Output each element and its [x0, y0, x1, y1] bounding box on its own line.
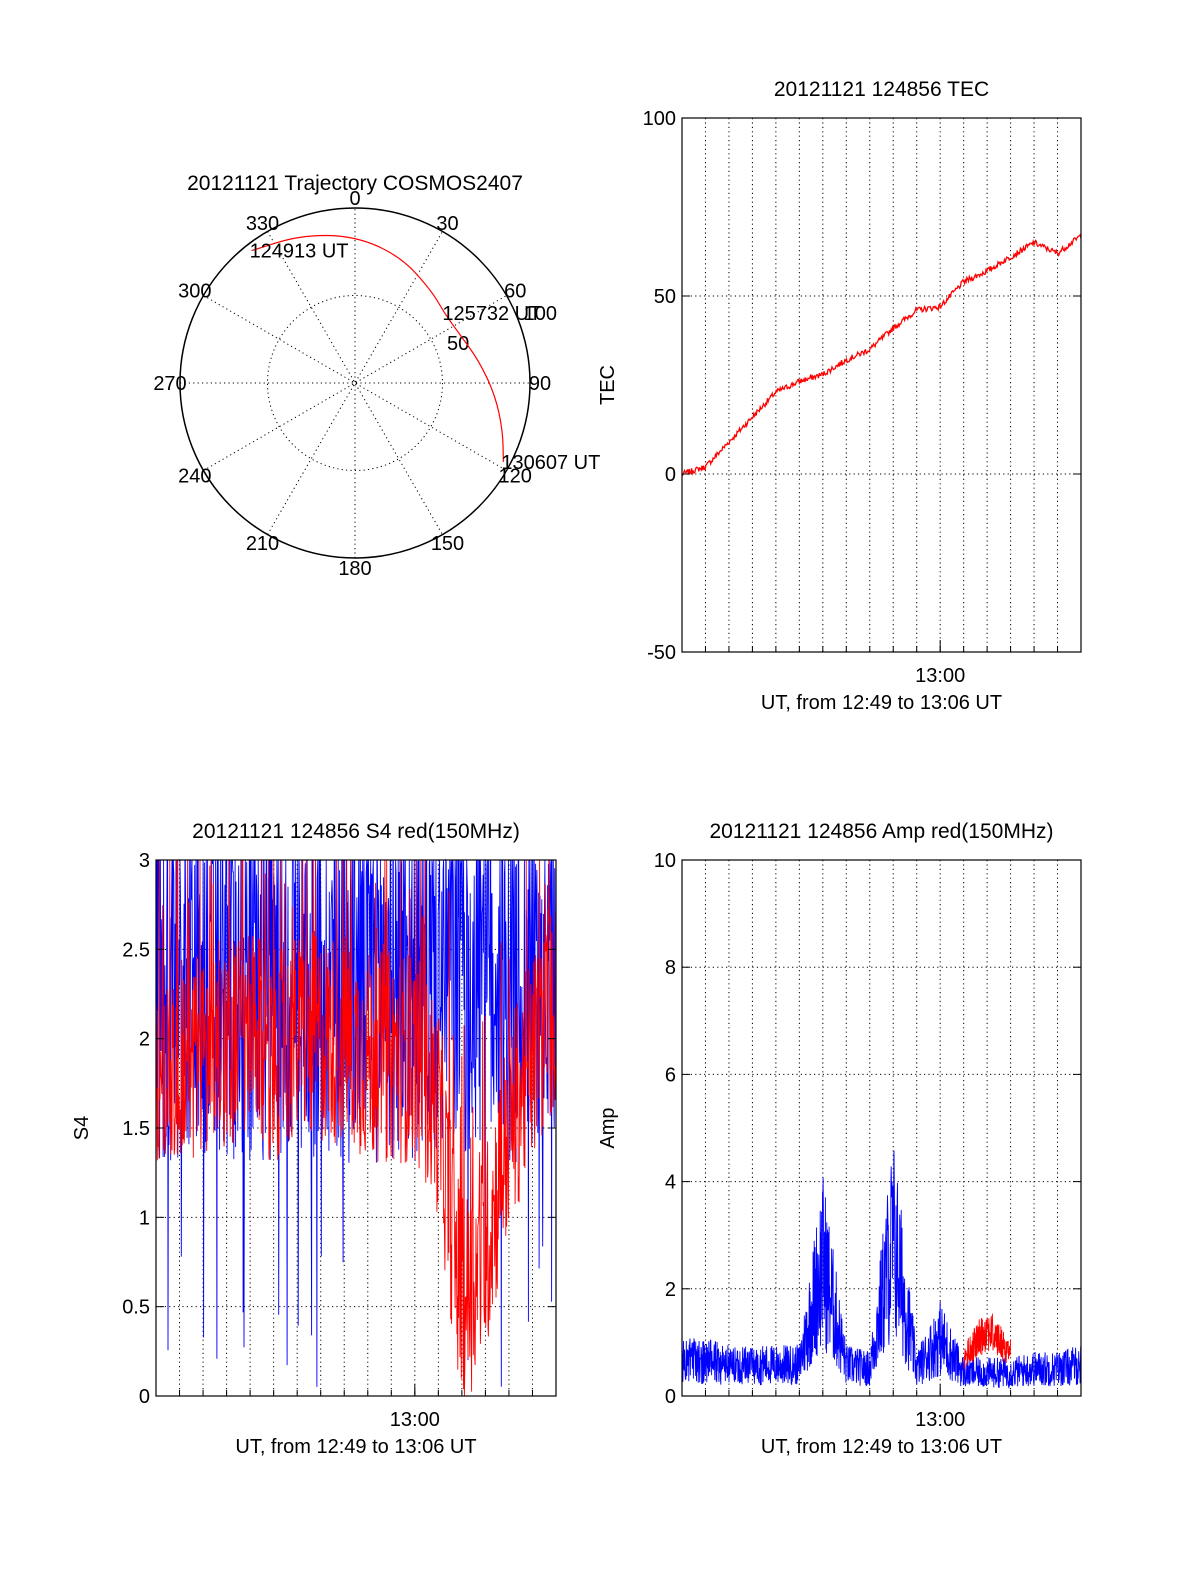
polar-angle-label: 240 — [178, 466, 211, 488]
polar-angle-label: 0 — [349, 188, 360, 210]
tec-title: 20121121 124856 TEC — [774, 78, 989, 101]
x-tick-label: 13:00 — [915, 1409, 965, 1431]
polar-spoke — [203, 295, 507, 471]
s4-y-ticks: 3 2.5 2 1.5 1 0.5 0 — [122, 850, 556, 1408]
amp-grid — [682, 860, 1081, 1396]
polar-angle-label: 30 — [436, 213, 458, 235]
y-tick-label: -50 — [647, 642, 676, 664]
amp-series-blue — [681, 1150, 1082, 1390]
tec-grid — [682, 118, 1081, 652]
tec-x-ticks: 13:00 — [704, 640, 1059, 687]
polar-angle-label: 210 — [246, 533, 279, 555]
s4-x-ticks: 13:00 — [179, 1384, 533, 1431]
trajectory-track — [251, 234, 504, 462]
polar-radial-labels: 50 100 — [447, 303, 557, 355]
s4-series — [155, 858, 557, 1397]
y-tick-label: 0.5 — [122, 1297, 150, 1319]
trajectory-polar-plot: 20121121 Trajectory COSMOS2407 030609012… — [153, 172, 600, 580]
tec-ylabel: TEC — [597, 365, 619, 405]
trajectory-title: 20121121 Trajectory COSMOS2407 — [187, 172, 523, 195]
y-tick-label: 6 — [665, 1064, 676, 1086]
polar-angle-label: 180 — [338, 558, 371, 580]
polar-angle-label: 120 — [499, 466, 532, 488]
tec-plot: 20121121 124856 TEC 100 50 0 -50 13:00 UT, … — [597, 78, 1082, 714]
trajectory-point-label: 125732 UT — [442, 303, 541, 325]
polar-spoke — [267, 231, 443, 535]
amp-ylabel: Amp — [597, 1107, 619, 1148]
amp-title: 20121121 124856 Amp red(150MHz) — [709, 820, 1053, 843]
polar-angle-labels: 0 30 60 90 120 150 180 210 240 270 300 330 — [153, 188, 551, 580]
amp-series — [681, 1150, 1082, 1390]
amp-y-ticks: 10 8 6 4 2 0 — [654, 850, 1081, 1408]
polar-spoke — [203, 295, 507, 471]
polar-inner-circle — [267, 295, 443, 471]
trajectory-point-label: 130607 UT — [501, 452, 600, 474]
y-tick-label: 4 — [665, 1172, 676, 1194]
y-tick-label: 2 — [665, 1279, 676, 1301]
tec-xlabel: UT, from 12:49 to 13:06 UT — [761, 692, 1002, 714]
polar-spoke — [267, 231, 443, 535]
polar-angle-label: 150 — [431, 533, 464, 555]
y-tick-label: 0 — [139, 1386, 150, 1408]
s4-plot: 20121121 124856 S4 red(150MHz) 3 2.5 2 1.5 1… — [71, 820, 557, 1458]
y-tick-label: 50 — [654, 286, 676, 308]
s4-series-red — [155, 859, 557, 1397]
tec-frame — [681, 117, 1082, 653]
s4-xlabel: UT, from 12:49 to 13:06 UT — [235, 1436, 476, 1458]
y-tick-label: 3 — [139, 850, 150, 872]
y-tick-label: 0 — [665, 1386, 676, 1408]
polar-angle-label: 90 — [529, 373, 551, 395]
s4-series-blue — [155, 858, 557, 1387]
polar-angle-label: 330 — [246, 213, 279, 235]
tec-series-red — [681, 233, 1082, 477]
tec-y-ticks: 100 50 0 -50 — [643, 108, 1081, 664]
trajectory-point-labels: 124913 UT 125732 UT 130607 UT — [250, 241, 601, 474]
polar-radial-label: 50 — [447, 333, 469, 355]
y-tick-label: 2 — [139, 1029, 150, 1051]
polar-radial-label: 100 — [524, 303, 557, 325]
polar-angle-label: 300 — [178, 281, 211, 303]
amp-x-ticks: 13:00 — [704, 1384, 1059, 1431]
polar-outer-circle — [179, 207, 531, 559]
polar-grid — [179, 207, 531, 559]
x-tick-label: 13:00 — [390, 1409, 440, 1431]
y-tick-label: 10 — [654, 850, 676, 872]
polar-angle-label: 270 — [153, 373, 186, 395]
amp-series-red — [963, 1313, 1012, 1370]
y-tick-label: 1.5 — [122, 1118, 150, 1140]
s4-ylabel: S4 — [71, 1116, 93, 1140]
polar-angle-label: 60 — [504, 281, 526, 303]
y-tick-label: 0 — [665, 464, 676, 486]
y-tick-label: 8 — [665, 957, 676, 979]
y-tick-label: 100 — [643, 108, 676, 130]
trajectory-point-label: 124913 UT — [250, 241, 349, 263]
amp-frame — [681, 859, 1082, 1397]
y-tick-label: 1 — [139, 1207, 150, 1229]
amp-xlabel: UT, from 12:49 to 13:06 UT — [761, 1436, 1002, 1458]
tec-series — [681, 233, 1082, 477]
s4-title: 20121121 124856 S4 red(150MHz) — [192, 820, 520, 843]
x-tick-label: 13:00 — [915, 665, 965, 687]
amp-plot: 20121121 124856 Amp red(150MHz) 1086420 … — [597, 820, 1082, 1458]
y-tick-label: 2.5 — [122, 939, 150, 961]
